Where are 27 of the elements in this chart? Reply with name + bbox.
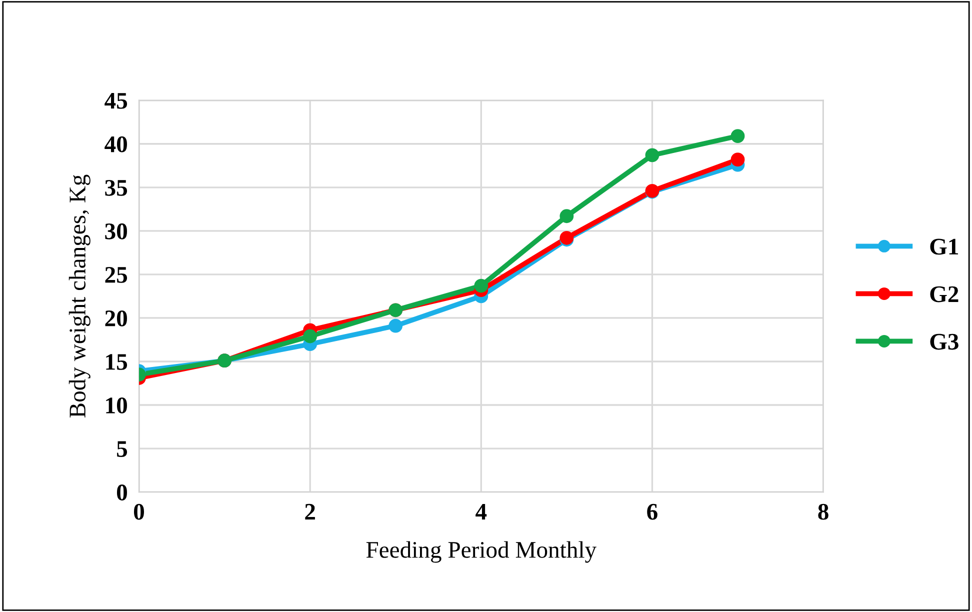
y-tick-label: 25 [105,267,128,283]
legend-label: G1 [930,238,958,255]
point [645,148,660,162]
y-tick-label: 30 [105,223,127,240]
point [388,318,403,333]
x-tick-label: 2 [305,504,315,520]
legend-label: G2 [930,286,958,302]
x-axis-title: Feeding Period Monthly [366,541,596,563]
y-tick-label: 40 [104,136,127,152]
x-tick-label: 8 [818,504,828,520]
point [474,278,488,293]
point [560,209,574,224]
y-tick-label: 15 [106,354,128,370]
x-tick-label: 6 [647,504,658,520]
x-tick-label: 0 [134,504,144,520]
y-tick-label: 35 [105,180,128,196]
y-tick-label: 0 [116,484,127,500]
point [730,152,745,166]
y-axis-title: Body weight changes, Kg [68,174,90,418]
legend-label: G3 [930,334,958,350]
x-tick-label: 4 [476,504,487,520]
y-tick-label: 5 [117,441,128,457]
y-tick-label: 10 [106,398,127,414]
y-tick-label: 20 [105,310,127,326]
y-tick-label: 45 [104,93,128,109]
point [730,129,745,143]
point [303,329,318,344]
